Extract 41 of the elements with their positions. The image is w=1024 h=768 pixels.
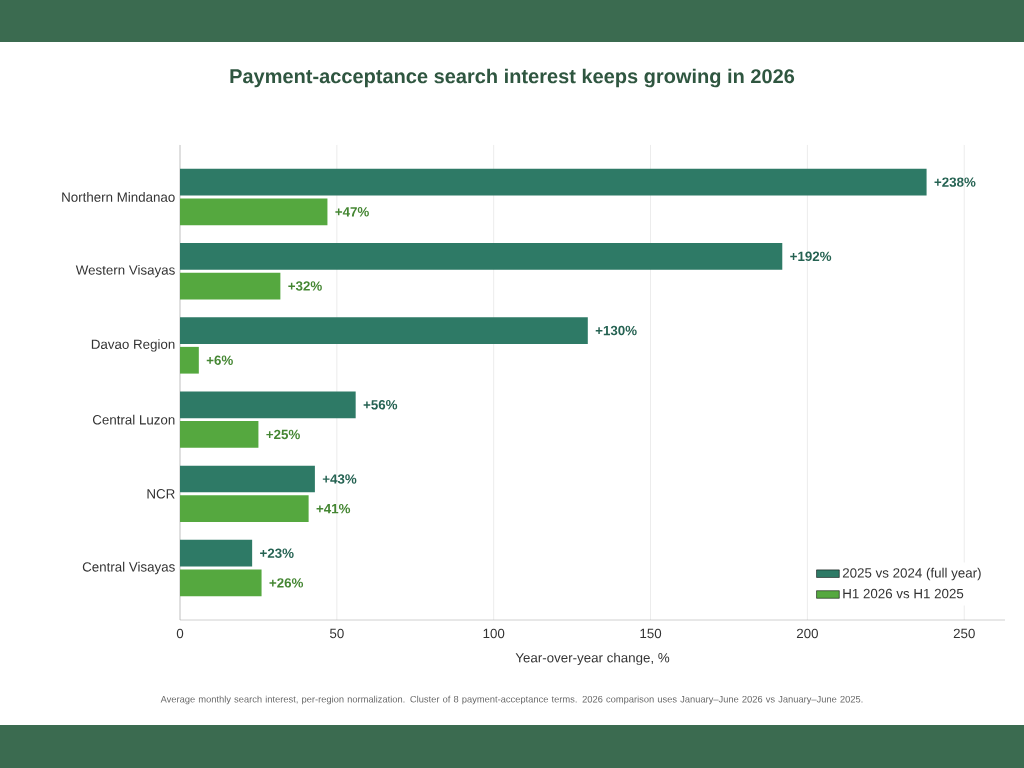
data-label: +6%: [206, 355, 233, 365]
bar: [180, 317, 588, 344]
data-label: +41%: [316, 503, 351, 514]
data-label: +47%: [335, 207, 369, 217]
data-label: +43%: [322, 474, 357, 484]
bar: [180, 495, 309, 523]
bar: [180, 198, 328, 226]
x-tick-label: 150: [640, 628, 662, 639]
chart-title: Payment-acceptance search interest keeps growing in 2026: [230, 68, 795, 88]
bar: [180, 569, 262, 597]
bar: [180, 391, 356, 419]
y-tick-label: Central Luzon: [92, 414, 175, 425]
data-label: +23%: [260, 548, 294, 558]
bar: [180, 539, 253, 567]
x-tick-label: 50: [329, 628, 344, 639]
text: Average monthly search interest, per-region normalization. Cluster of 8 payment-acceptance terms. 2026 comparison uses January–June 2026 vs January–June 2025.: [160, 695, 863, 705]
x-tick-label: 250: [953, 628, 975, 639]
data-label: +130%: [595, 325, 637, 336]
y-tick-label: Central Visayas: [82, 561, 175, 575]
legend-label: 2025 vs 2024 (full year): [842, 567, 981, 581]
legend-label: H1 2026 vs H1 2025: [843, 588, 964, 599]
data-label: +56%: [363, 400, 398, 410]
data-label: +26%: [269, 578, 304, 588]
data-label: +32%: [288, 281, 322, 291]
y-tick-label: Davao Region: [91, 339, 175, 352]
y-tick-label: Western Visayas: [75, 264, 175, 278]
x-tick-label: 200: [796, 628, 818, 639]
x-tick-label: 0: [176, 628, 184, 639]
data-label: +192%: [790, 251, 832, 262]
bar: [180, 242, 783, 270]
bar: [180, 168, 927, 196]
x-tick-label: 100: [483, 628, 505, 639]
data-label: +238%: [934, 177, 976, 187]
y-tick-label: Northern Mindanao: [62, 192, 175, 202]
bar: [180, 465, 315, 493]
bar: [180, 272, 281, 300]
bar: [180, 421, 259, 448]
bar: [180, 346, 199, 374]
y-tick-label: NCR: [147, 489, 175, 499]
x-axis-title: Year-over-year change, %: [515, 652, 670, 666]
data-label: +25%: [266, 429, 300, 440]
